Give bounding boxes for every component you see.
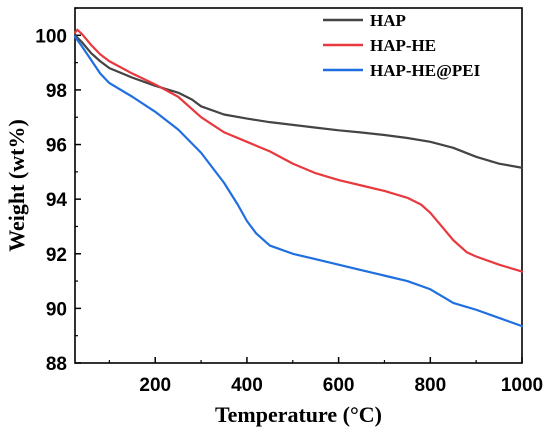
legend-label-hap-he: HAP-HE bbox=[370, 36, 436, 55]
x-tick-label: 800 bbox=[414, 375, 446, 396]
y-tick-label: 100 bbox=[35, 26, 67, 47]
legend-label-hap-he-pei: HAP-HE@PEI bbox=[370, 61, 481, 80]
y-axis-ticks: 88 90 92 94 96 98 100 bbox=[35, 7, 81, 375]
legend-label-hap: HAP bbox=[370, 11, 406, 30]
series-line-hap-he-pei bbox=[73, 35, 524, 328]
y-tick-label: 88 bbox=[46, 354, 67, 375]
series-line-hap-he bbox=[73, 28, 524, 273]
plot-frame bbox=[74, 7, 523, 364]
x-axis-ticks: 200 400 600 800 1000 bbox=[108, 357, 543, 396]
series-line-hap bbox=[73, 34, 524, 169]
legend: HAP HAP-HE HAP-HE@PEI bbox=[323, 11, 481, 80]
y-tick-label: 98 bbox=[46, 81, 67, 102]
y-axis-title: Weight (wt%) bbox=[4, 119, 29, 252]
x-axis-title: Temperature (°C) bbox=[215, 402, 382, 427]
y-tick-label: 90 bbox=[46, 299, 67, 320]
x-tick-label: 1000 bbox=[501, 375, 543, 396]
x-tick-label: 400 bbox=[231, 375, 263, 396]
y-tick-label: 94 bbox=[46, 190, 68, 211]
x-tick-label: 200 bbox=[139, 375, 171, 396]
x-tick-label: 600 bbox=[323, 375, 355, 396]
series-layer bbox=[73, 28, 524, 328]
y-tick-label: 96 bbox=[46, 136, 67, 157]
plot-border bbox=[74, 7, 523, 364]
y-tick-label: 92 bbox=[46, 245, 67, 266]
